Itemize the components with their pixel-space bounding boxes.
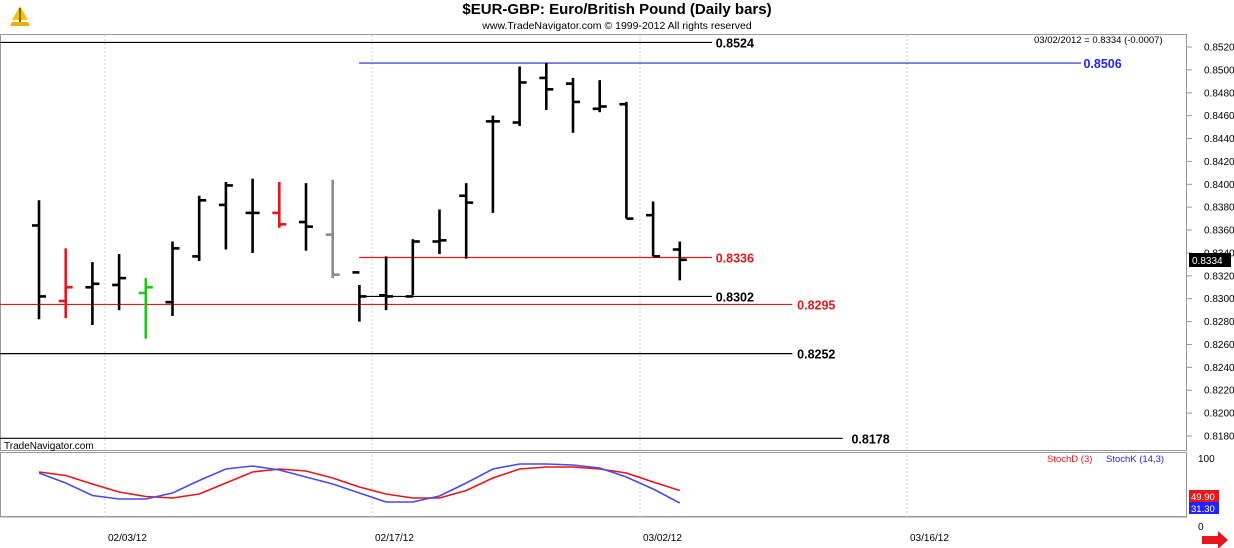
price-panel-frame [0, 34, 1187, 451]
stochd-line [38, 466, 681, 499]
price-tick-label: 0.8180 [1204, 432, 1234, 443]
ohlc-bar [459, 183, 474, 259]
stochk-value: 31.30 [1191, 504, 1215, 515]
chart-title: $EUR-GBP: Euro/British Pound (Daily bars… [462, 1, 772, 18]
ohlc-bar [245, 178, 260, 253]
level-label: 0.8302 [716, 290, 754, 304]
ohlc-bar [85, 262, 100, 326]
ohlc-bar [272, 182, 287, 228]
ohlc-bar [165, 241, 180, 316]
price-tick-label: 0.8240 [1204, 363, 1234, 374]
trade-navigator-logo-icon [10, 6, 30, 26]
price-tick-label: 0.8280 [1204, 317, 1234, 328]
chart-subtitle: www.TradeNavigator.com © 1999-2012 All r… [482, 20, 752, 32]
ohlc-bar [325, 179, 340, 279]
price-tick-label: 0.8520 [1204, 43, 1234, 54]
level-label: 0.8252 [797, 348, 835, 362]
ohlc-bar [379, 256, 394, 311]
price-tick-label: 0.8480 [1204, 88, 1234, 99]
scroll-right-arrow-icon[interactable] [1202, 531, 1228, 548]
level-label: 0.8178 [851, 432, 889, 446]
date-label: 02/03/12 [108, 533, 147, 544]
last-price-label: 0.8334 [1192, 256, 1223, 267]
ohlc-bar [646, 201, 661, 258]
level-label: 0.8524 [716, 36, 754, 50]
price-tick-label: 0.8360 [1204, 226, 1234, 237]
price-tick-label: 0.8380 [1204, 203, 1234, 214]
ohlc-bar [405, 239, 420, 298]
stochd-label: StochD (3) [1047, 454, 1092, 465]
level-label: 0.8295 [797, 298, 835, 312]
ohlc-bar [672, 241, 687, 281]
ohlc-bar [192, 195, 207, 261]
stoch-tick-0: 0 [1198, 522, 1204, 533]
stoch-tick-100: 100 [1198, 454, 1215, 465]
last-price-box [1189, 253, 1231, 267]
level-label: 0.8506 [1083, 57, 1121, 71]
date-axis: 02/03/12 02/17/12 03/02/12 03/16/12 [108, 533, 949, 544]
price-tick-label: 0.8200 [1204, 409, 1234, 420]
date-label: 03/16/12 [910, 533, 949, 544]
ohlc-bar [138, 278, 153, 339]
level-lines: 0.8524 0.8506 0.8336 0.8302 0.8295 0.8252 0.81… [0, 36, 1122, 446]
price-tick-label: 0.8400 [1204, 180, 1234, 191]
ohlc-bar [352, 271, 367, 322]
date-label: 03/02/12 [643, 533, 682, 544]
ohlc-bar [485, 115, 500, 213]
price-tick-label: 0.8220 [1204, 386, 1234, 397]
date-label: 02/17/12 [375, 533, 414, 544]
price-tick-label: 0.8320 [1204, 271, 1234, 282]
ohlc-bar [218, 182, 233, 250]
date-separators [104, 35, 908, 517]
price-axis: 0.8520 0.8500 0.8480 0.8460 0.8440 0.8420 0.84… [1187, 43, 1234, 443]
stochk-line [38, 463, 681, 504]
level-label: 0.8336 [716, 252, 754, 266]
ohlc-bar [592, 80, 607, 113]
ohlc-bar [58, 248, 73, 319]
ohlc-bars [32, 63, 687, 339]
price-tick-label: 0.8420 [1204, 157, 1234, 168]
ohlc-bar [32, 200, 46, 320]
price-tick-label: 0.8500 [1204, 65, 1234, 76]
price-tick-label: 0.8300 [1204, 294, 1234, 305]
ohlc-bar [299, 183, 313, 251]
ohlc-bar [512, 66, 527, 126]
ohlc-bar [432, 209, 447, 255]
price-tick-label: 0.8460 [1204, 111, 1234, 122]
stochastic-panel-frame [0, 452, 1187, 517]
stochk-value-box [1189, 502, 1219, 514]
stochk-label: StochK (14,3) [1106, 454, 1164, 465]
price-tick-label: 0.8440 [1204, 134, 1234, 145]
ohlc-bar [112, 254, 127, 311]
watermark: TradeNavigator.com [4, 441, 94, 452]
price-tick-label: 0.8260 [1204, 340, 1234, 351]
stochd-value-box [1189, 490, 1219, 502]
stochastic-lines [38, 463, 681, 504]
ohlc-bar [566, 77, 580, 133]
stochd-value: 49.90 [1191, 492, 1215, 503]
quote-readout: 03/02/2012 = 0.8334 (-0.0007) [1034, 35, 1163, 46]
ohlc-bar [539, 63, 554, 110]
ohlc-bar [619, 101, 634, 220]
